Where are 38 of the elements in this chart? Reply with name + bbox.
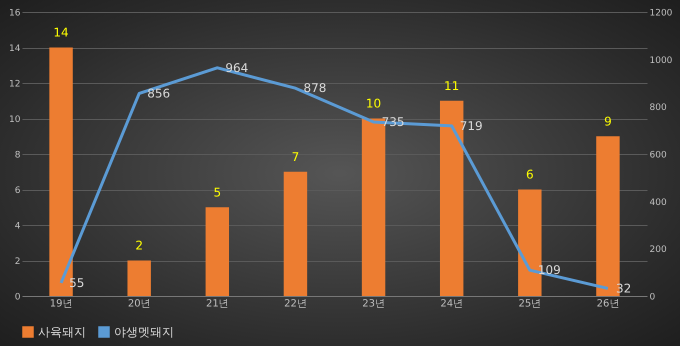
y2-tick-label: 800 [650,103,667,114]
y-tick-label: 4 [14,222,21,232]
y-tick-label: 2 [14,257,20,267]
x-tick-label: 24년 [440,298,464,310]
data-label: 5 [213,185,222,200]
data-label: 7 [292,150,300,164]
data-label: 9 [604,114,612,128]
data-label: 10 [366,96,382,110]
data-label: 14 [53,26,69,40]
y2-tick-label: 1000 [650,56,673,66]
y-tick-label: 12 [9,80,20,90]
y-tick-label: 8 [14,150,21,160]
y-tick-label: 0 [14,292,21,302]
data-label: 2 [135,238,144,252]
y2-tick-label: 200 [650,245,667,256]
y-tick-label: 16 [9,8,21,18]
data-label: 11 [444,78,460,93]
y-tick-label: 14 [9,44,21,54]
x-tick-label: 22년 [284,298,307,310]
data-label: 6 [526,168,534,182]
y2-tick-label: 400 [650,198,667,208]
y2-tick-label: 600 [650,150,667,160]
y2-tick-label: 1200 [650,8,673,18]
legend-label: 야생멧돼지 [114,325,174,339]
y-tick-label: 6 [14,186,21,196]
x-tick-label: 20년 [128,298,151,310]
x-tick-label: 25년 [518,298,542,310]
x-tick-label: 26년 [596,298,620,310]
y2-tick-label: 0 [650,292,656,302]
legend-label: 사육돼지 [38,325,86,339]
x-tick-label: 19년 [50,298,72,310]
y-tick-label: 10 [9,115,21,125]
data-label: 735 [382,115,404,130]
data-label: 856 [147,86,170,100]
data-label: 964 [225,60,248,75]
data-label: 878 [303,81,326,96]
x-tick-label: 23년 [362,298,385,310]
x-tick-label: 21년 [206,298,229,310]
